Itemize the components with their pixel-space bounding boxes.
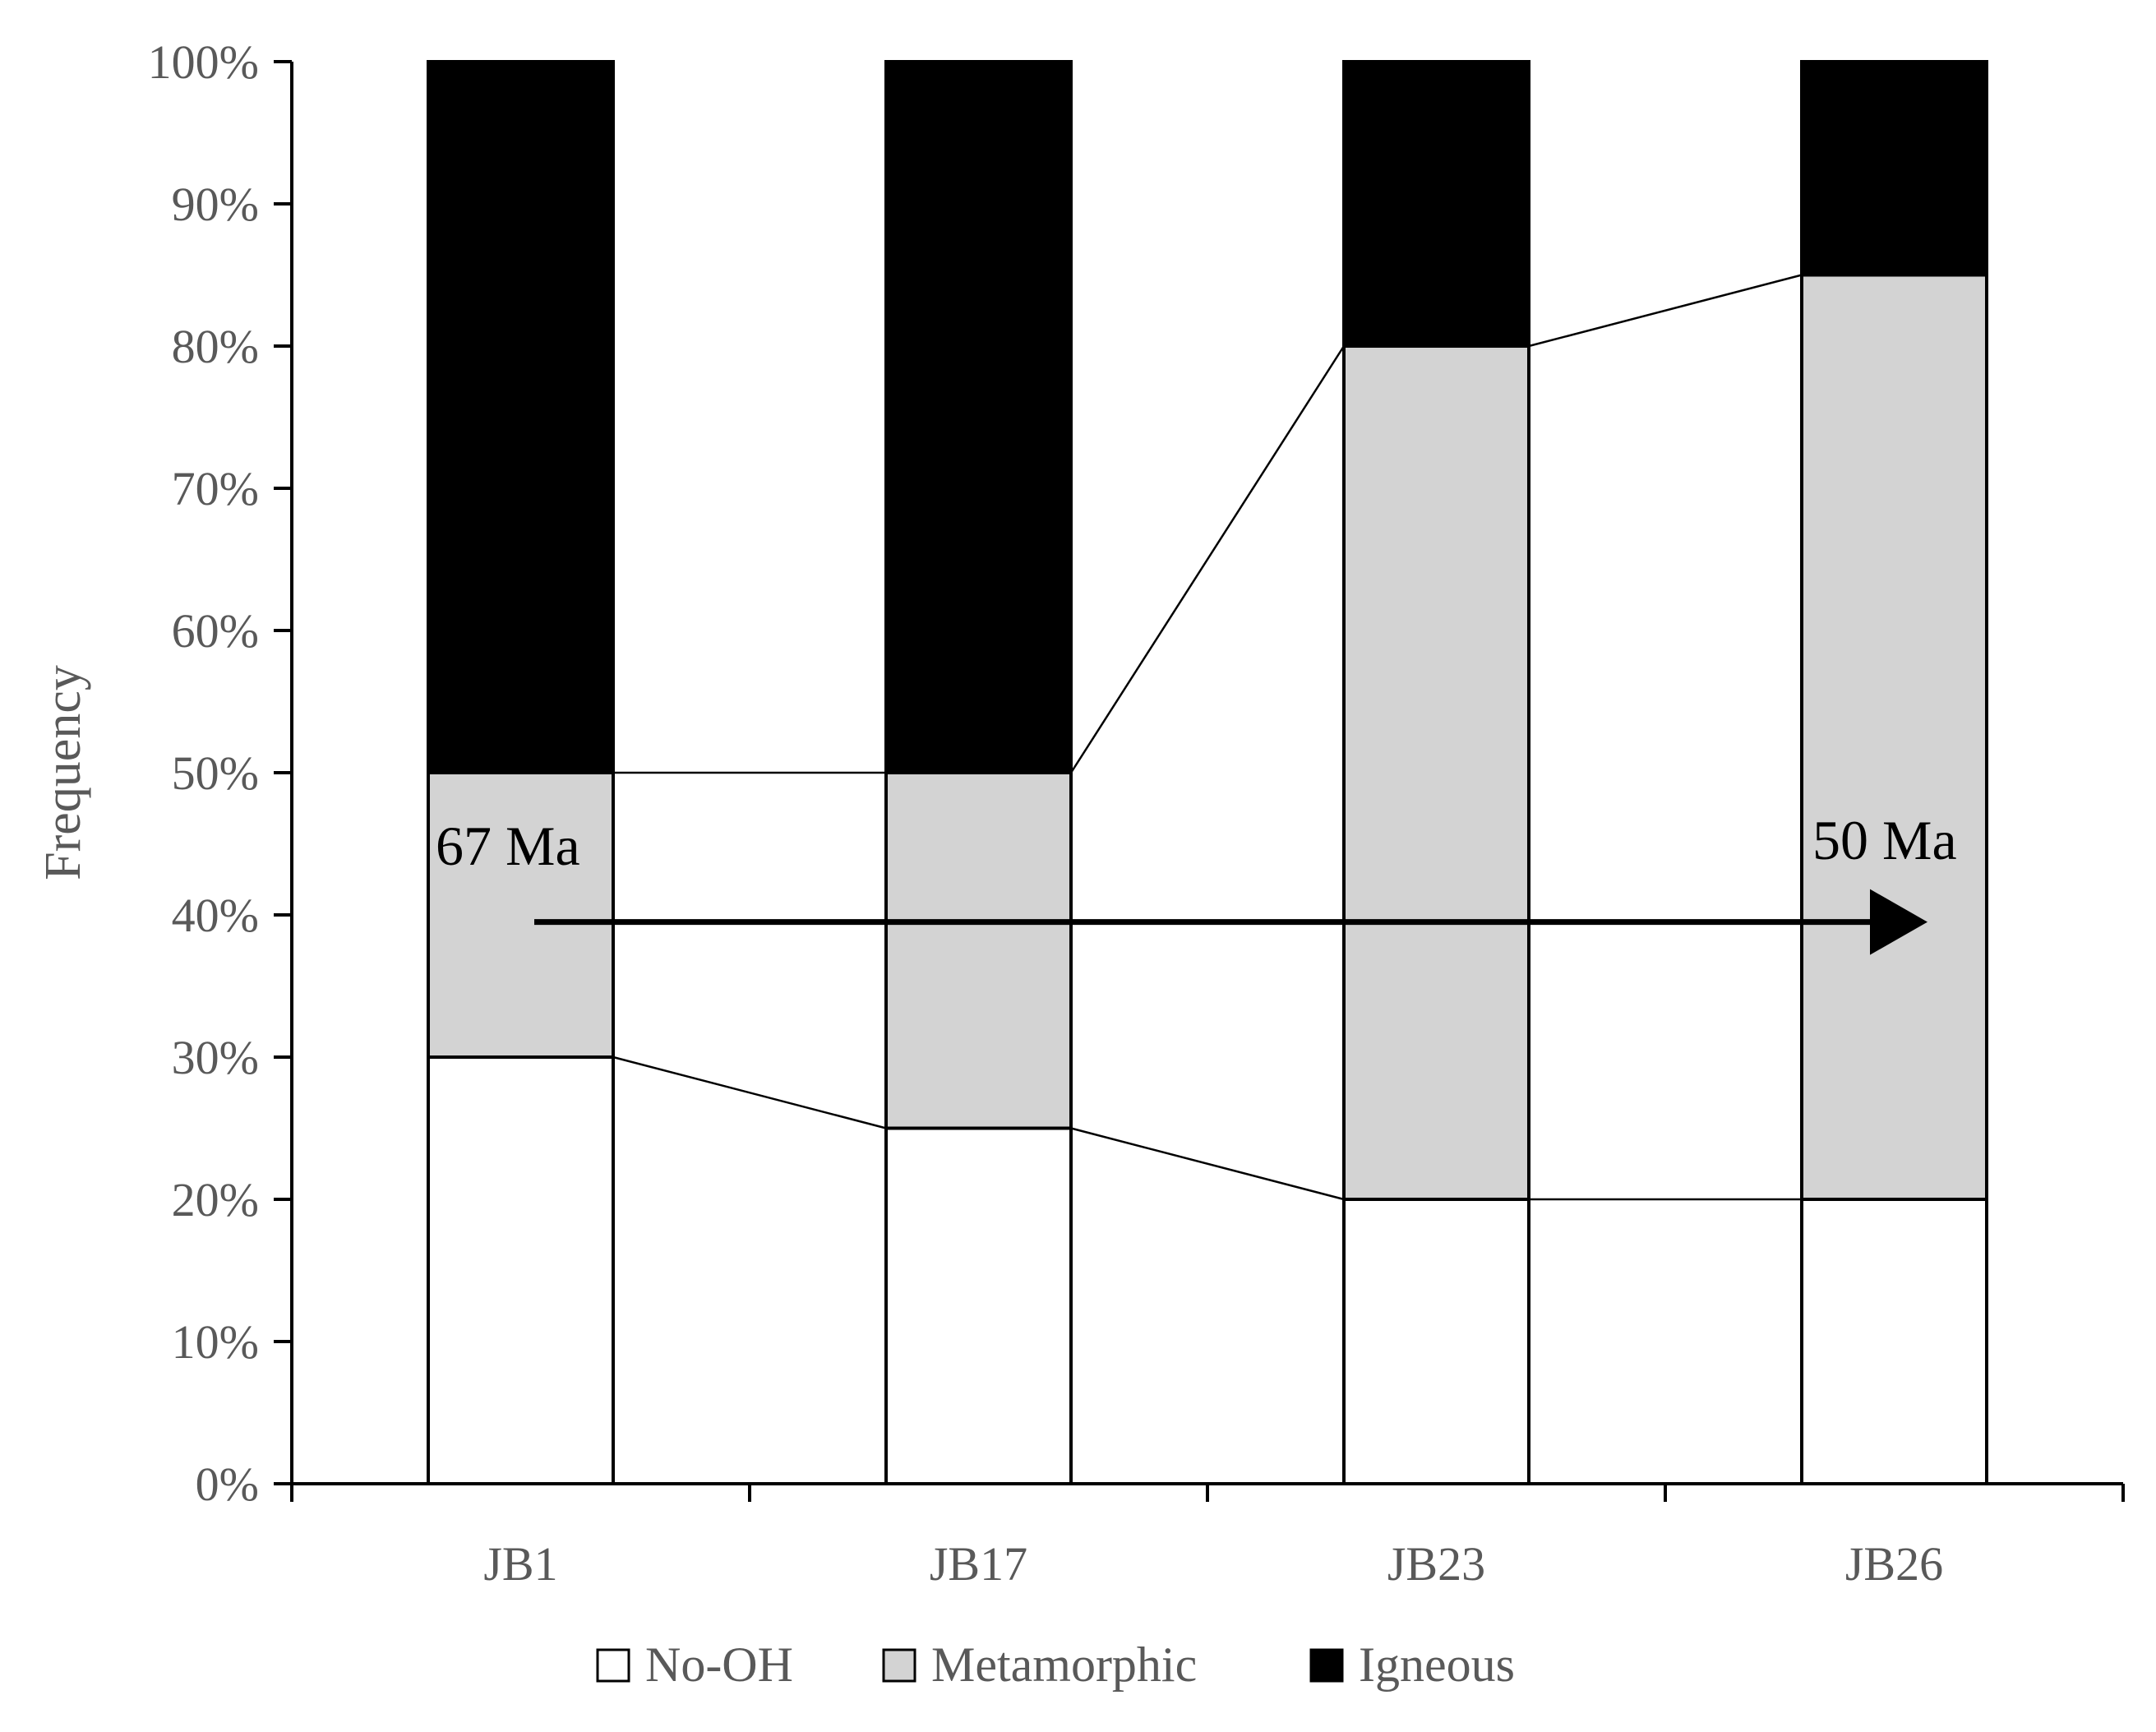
series-line-no-oh-1	[612, 1055, 887, 1129]
annotations-layer: 67 Ma 50 Ma	[436, 809, 1957, 955]
axes-layer: 0% 10% 20% 30% 40% 50% 60% 70% 80% 90% 100% JB1 JB17…	[35, 35, 2125, 1591]
x-tick-label: JB26	[1845, 1537, 1943, 1591]
y-tick-label: 80%	[172, 320, 259, 373]
y-tick-label: 10%	[172, 1315, 259, 1369]
y-tick-label: 0%	[196, 1457, 259, 1511]
x-tick-label: JB17	[930, 1537, 1027, 1591]
bar-igneous-jb17	[884, 60, 1073, 774]
bar-no-oh-jb26	[1800, 1198, 1988, 1485]
y-axis-title: Frequency	[35, 665, 91, 880]
bar-no-oh-jb1	[427, 1055, 615, 1485]
bar-metamorphic-jb23	[1342, 344, 1530, 1201]
y-tick-label: 20%	[172, 1173, 259, 1226]
legend-swatch-igneous	[1309, 1648, 1344, 1683]
bar-metamorphic-jb1	[427, 771, 615, 1059]
x-tick-label: JB1	[483, 1537, 557, 1591]
annotation-label: 67 Ma	[436, 815, 580, 877]
y-tick-label: 90%	[172, 178, 259, 231]
y-tick-label: 100%	[148, 35, 259, 89]
y-tick-label: 40%	[172, 889, 259, 942]
x-tick-label: JB23	[1387, 1537, 1485, 1591]
bar-metamorphic-jb26	[1800, 273, 1988, 1201]
bar-igneous-jb23	[1342, 60, 1530, 348]
timeline-arrow-head	[1870, 889, 1927, 955]
legend-label-metamorphic: Metamorphic	[931, 1637, 1197, 1692]
legend-label-igneous: Igneous	[1359, 1637, 1515, 1692]
y-tick-label: 60%	[172, 604, 259, 658]
y-tick-label: 70%	[172, 462, 259, 515]
y-tick-label: 30%	[172, 1031, 259, 1084]
bar-igneous-jb26	[1800, 60, 1988, 277]
series-line-no-oh-2	[1070, 1127, 1345, 1201]
bars-layer	[427, 60, 1988, 1485]
bar-no-oh-jb23	[1342, 1198, 1530, 1485]
legend-swatch-no-oh	[596, 1648, 630, 1683]
legend: No-OH Metamorphic Igneous	[596, 1637, 1515, 1692]
series-line-metamorphic-3	[1528, 274, 1803, 348]
legend-label-no-oh: No-OH	[645, 1637, 793, 1692]
bar-igneous-jb1	[427, 60, 615, 774]
annotation-label: 50 Ma	[1812, 809, 1957, 871]
series-lines-layer	[612, 274, 1803, 1201]
series-line-metamorphic-2	[1069, 345, 1346, 774]
bar-no-oh-jb17	[884, 1126, 1073, 1485]
legend-swatch-metamorphic	[882, 1648, 916, 1683]
bar-metamorphic-jb17	[884, 771, 1073, 1130]
y-tick-label: 50%	[172, 746, 259, 800]
